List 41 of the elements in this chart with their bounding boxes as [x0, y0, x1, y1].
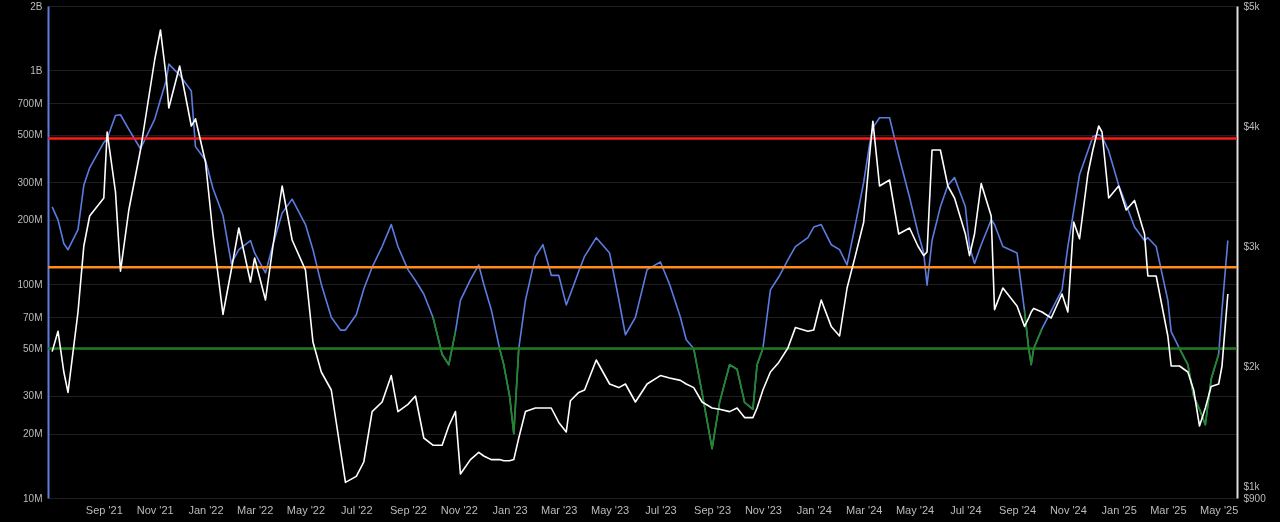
x-tick-label: Mar '23	[541, 503, 578, 516]
y-tick-label: 30M	[23, 390, 43, 402]
y2-tick-label: $900	[1243, 492, 1267, 504]
y-tick-label: 10M	[23, 492, 43, 504]
x-tick-label: Mar '22	[236, 503, 274, 516]
y-tick-label: 300M	[17, 176, 43, 188]
x-tick-label: Sep '23	[694, 503, 732, 516]
x-tick-label: Jan '24	[796, 503, 832, 516]
x-tick-label: Mar '25	[1150, 503, 1187, 516]
x-tick-label: Jan '25	[1101, 503, 1137, 516]
y2-tick-label: $1k	[1243, 480, 1261, 492]
x-tick-label: Jul '22	[341, 503, 373, 516]
x-tick-label: Jan '22	[188, 503, 224, 516]
x-tick-label: Sep '24	[999, 503, 1037, 516]
y-tick-label: 50M	[23, 343, 43, 355]
x-tick-label: Mar '24	[846, 503, 883, 516]
x-tick-label: May '22	[286, 503, 326, 516]
y-tick-label: 70M	[23, 311, 43, 323]
x-tick-label: Sep '21	[85, 503, 123, 516]
x-tick-label: Jan '23	[492, 503, 528, 516]
x-tick-label: Jul '23	[645, 503, 677, 516]
y-tick-label: 2B	[30, 0, 43, 12]
y-tick-label: 1B	[30, 64, 43, 76]
y2-tick-label: $2k	[1243, 360, 1261, 372]
x-tick-label: Nov '23	[744, 503, 782, 516]
y-tick-label: 200M	[17, 214, 43, 226]
y-tick-label: 500M	[17, 129, 43, 141]
x-tick-label: Sep '22	[389, 503, 427, 516]
y2-tick-label: $4k	[1243, 120, 1261, 132]
y-tick-label: 20M	[23, 428, 43, 440]
x-tick-label: May '25	[1200, 503, 1239, 516]
x-tick-label: May '24	[895, 503, 935, 516]
y2-tick-label: $3k	[1243, 240, 1261, 252]
y-tick-label: 700M	[17, 97, 43, 109]
x-tick-label: May '23	[590, 503, 630, 516]
x-tick-label: Nov '22	[440, 503, 478, 516]
x-tick-label: Jul '24	[950, 503, 982, 516]
y-tick-label: 100M	[17, 278, 43, 290]
y2-tick-label: $5k	[1243, 0, 1261, 12]
x-tick-label: Nov '21	[136, 503, 174, 516]
x-tick-label: Nov '24	[1049, 503, 1087, 516]
